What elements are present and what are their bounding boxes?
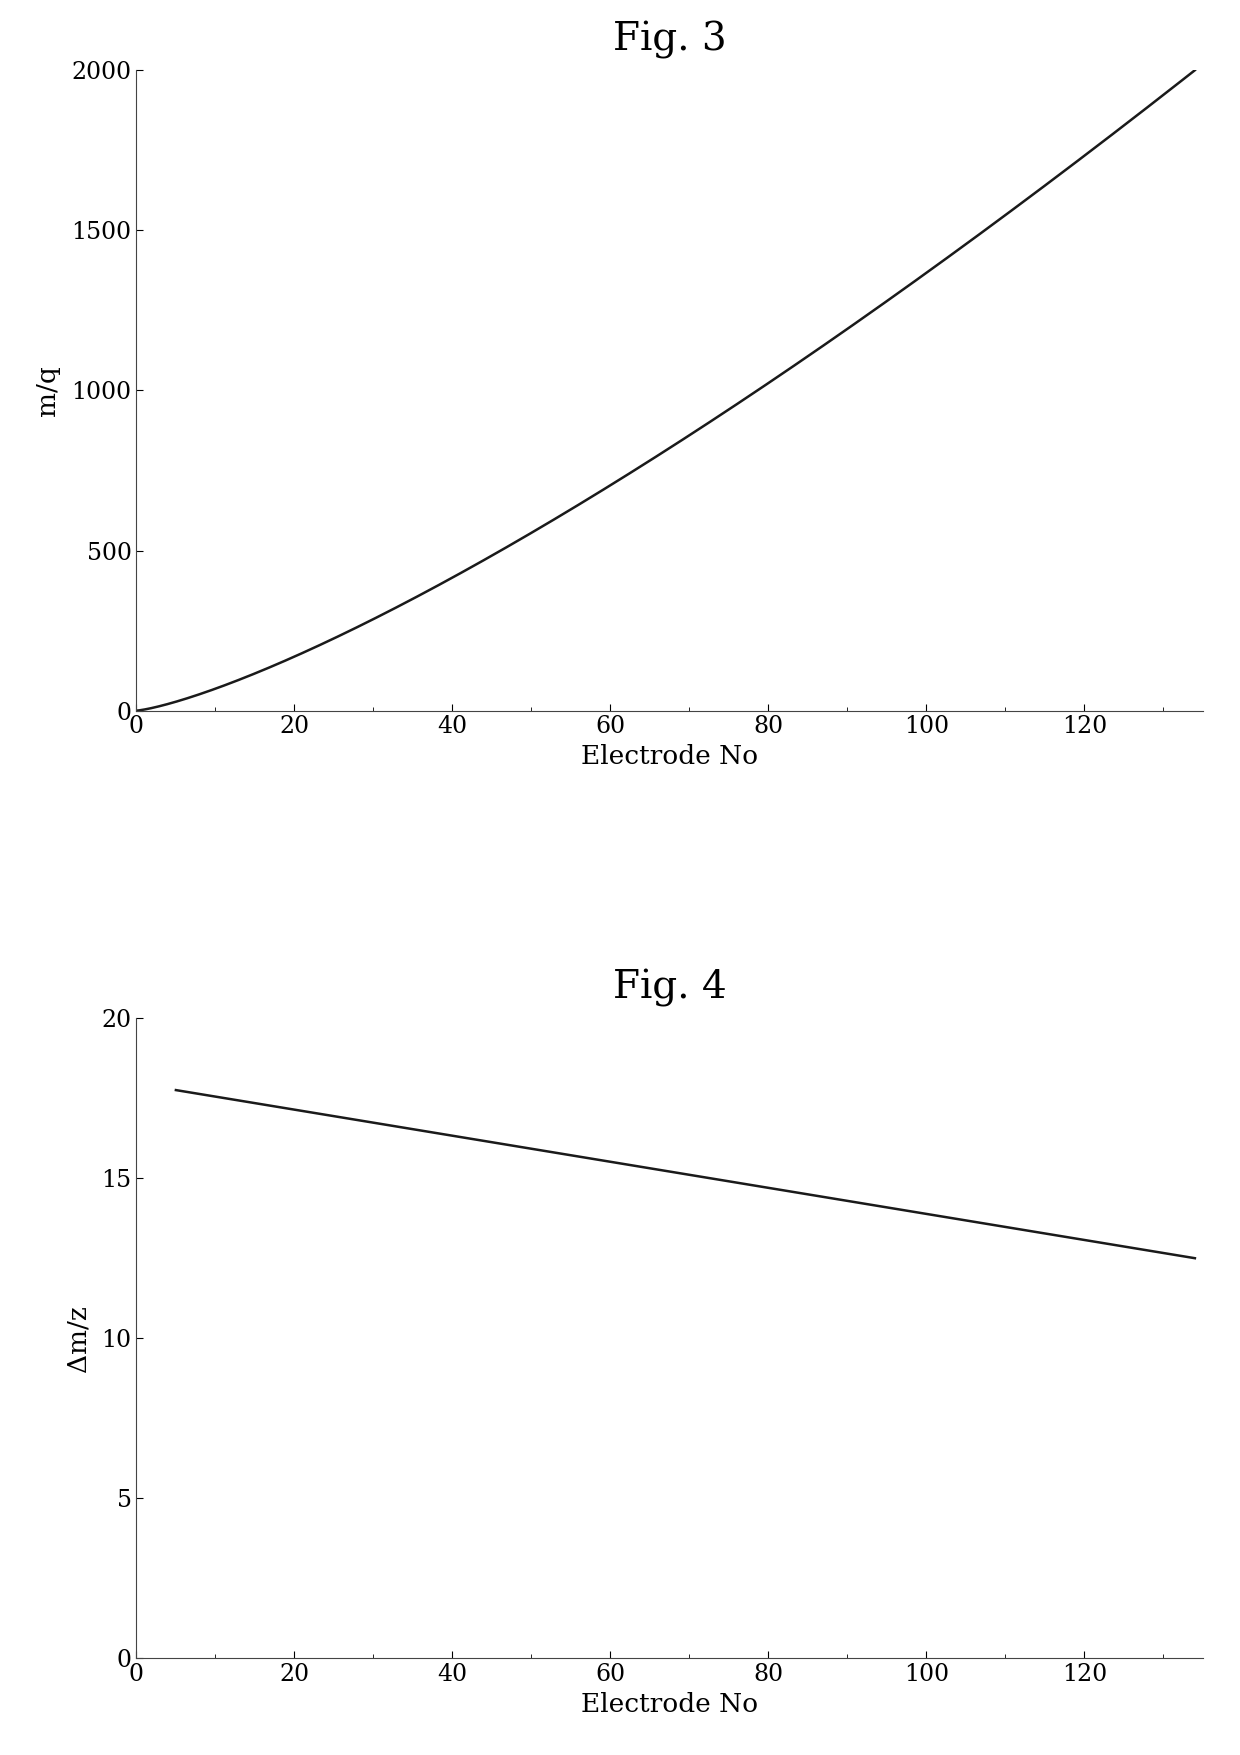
X-axis label: Electrode No: Electrode No (582, 744, 758, 769)
X-axis label: Electrode No: Electrode No (582, 1692, 758, 1716)
Y-axis label: Δm/z: Δm/z (66, 1304, 91, 1372)
Y-axis label: m/q: m/q (35, 365, 61, 416)
Title: Fig. 4: Fig. 4 (613, 969, 727, 1007)
Title: Fig. 3: Fig. 3 (613, 21, 727, 60)
